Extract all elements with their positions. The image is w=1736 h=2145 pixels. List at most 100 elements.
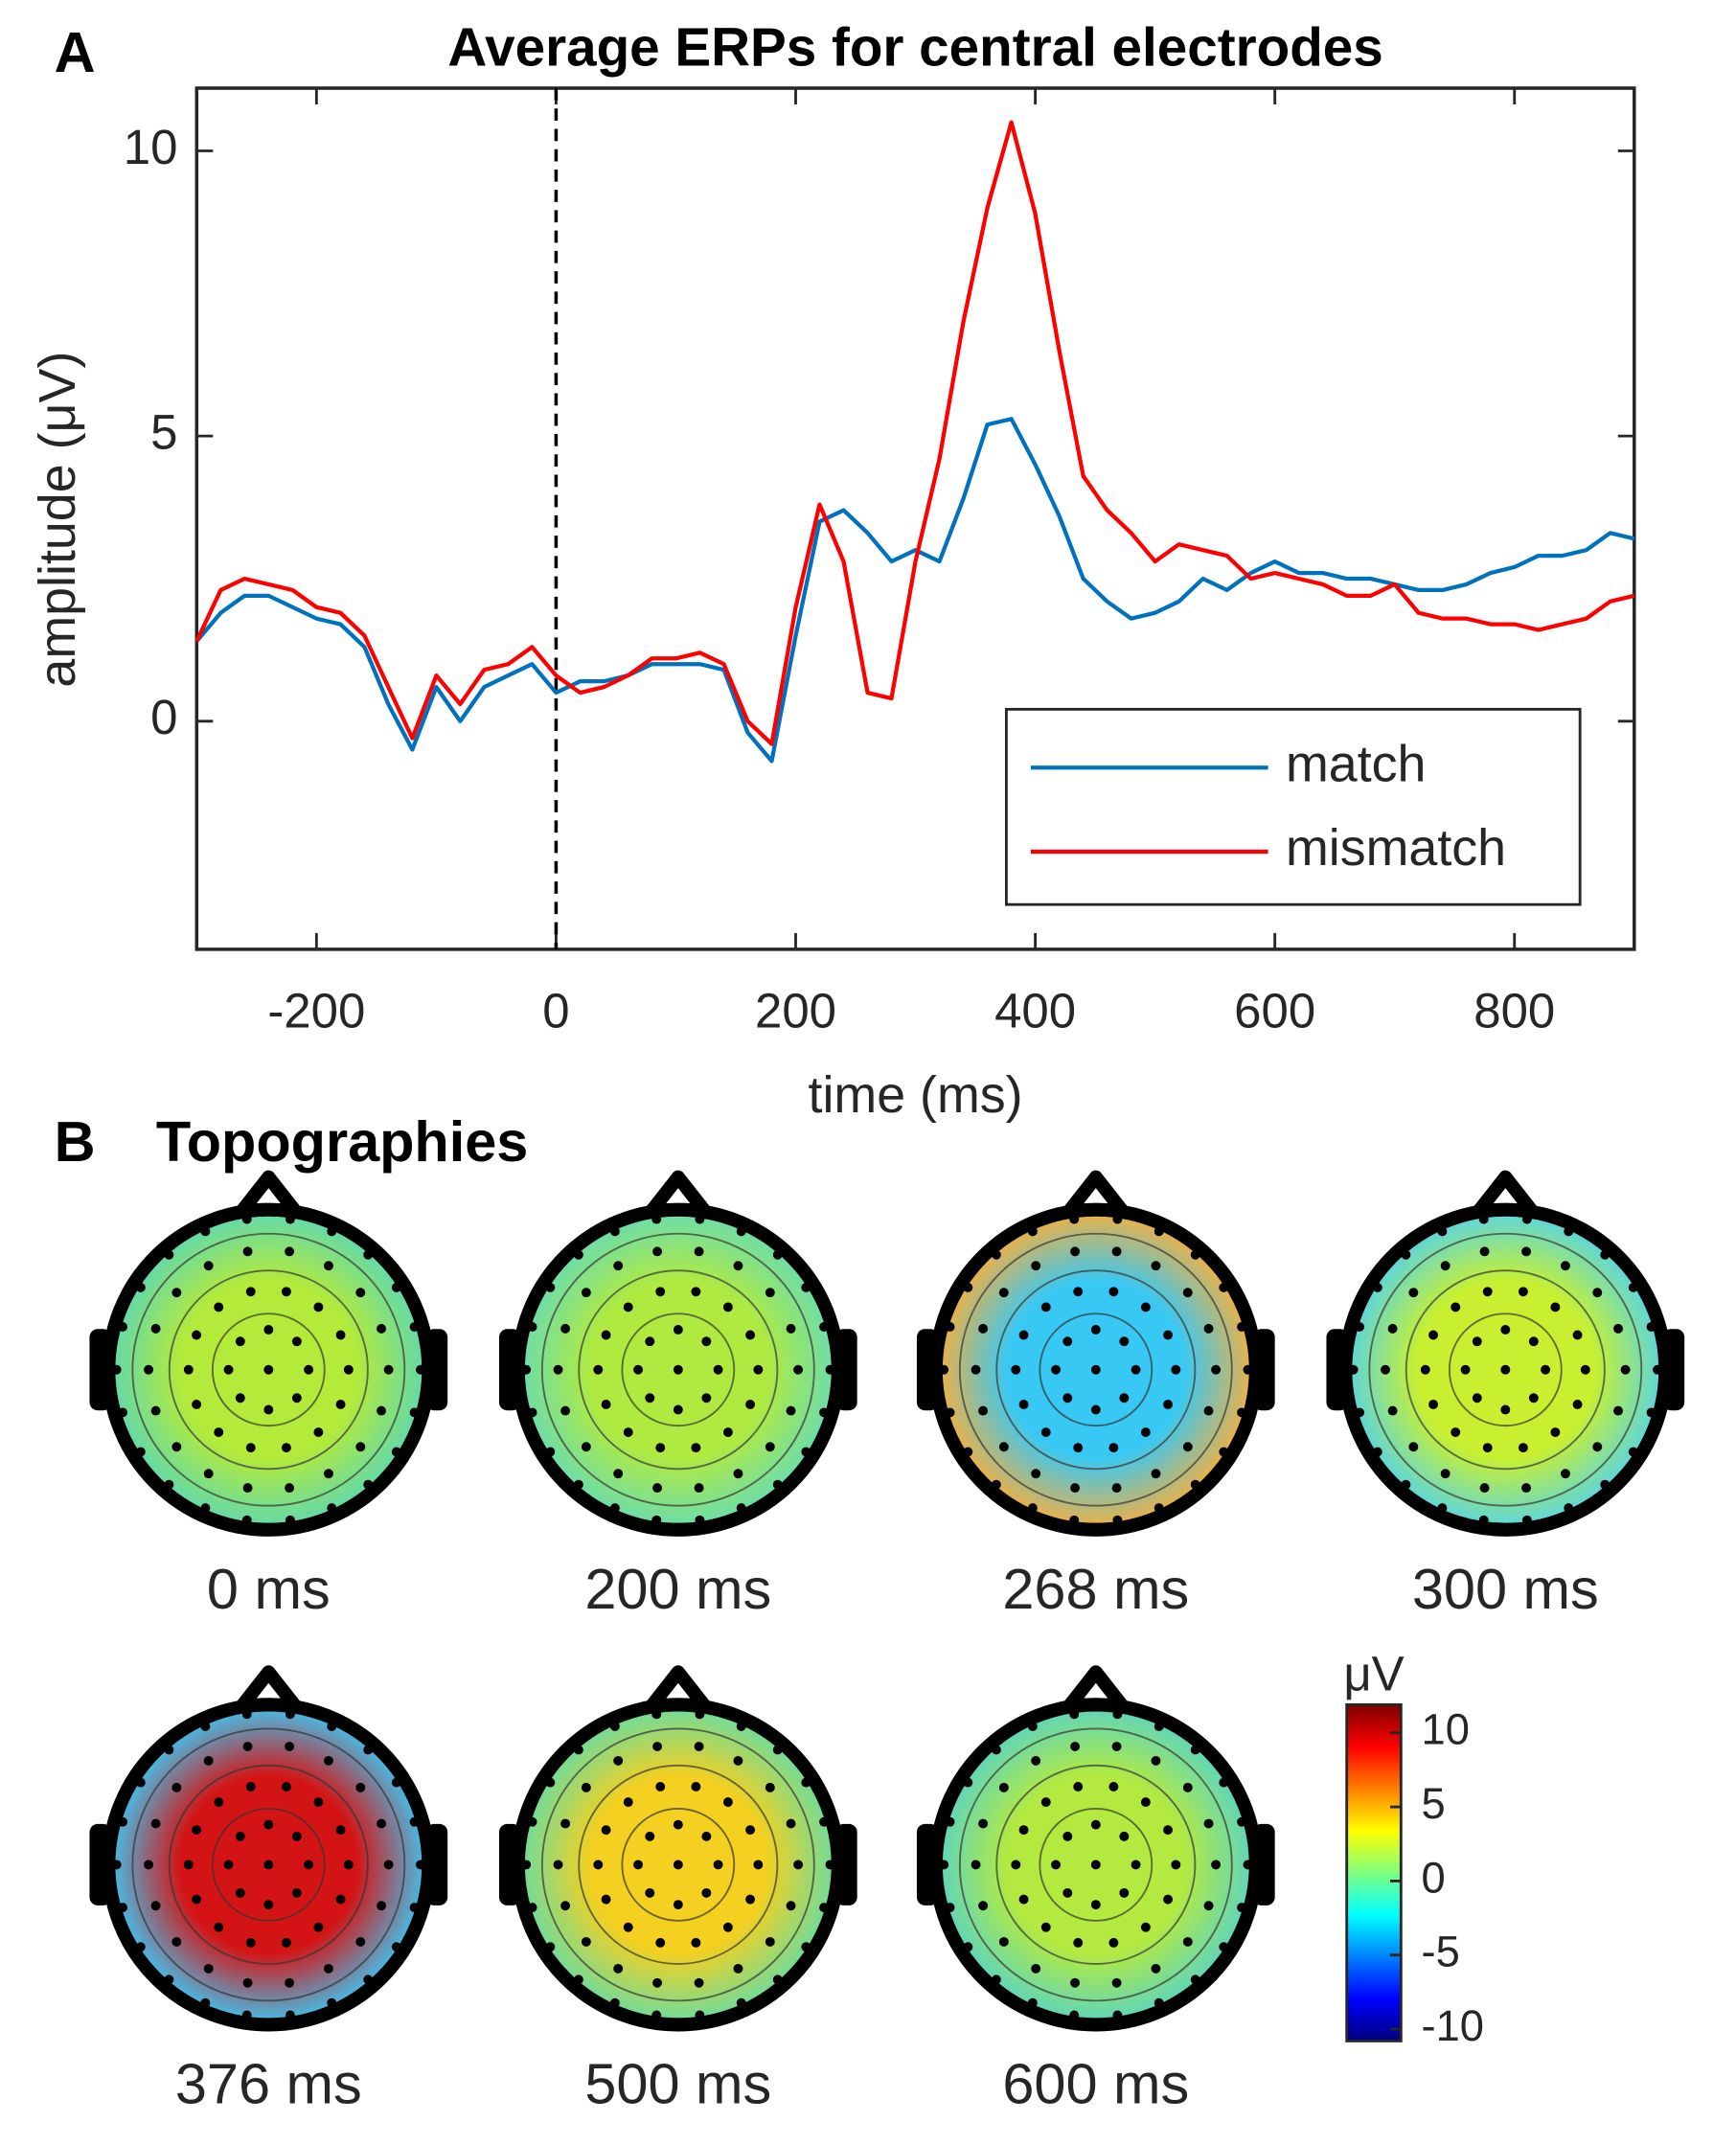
electrode xyxy=(242,1483,253,1494)
legend-label: match xyxy=(1286,735,1426,792)
chart-title: Average ERPs for central electrodes xyxy=(447,17,1382,78)
electrode xyxy=(355,1936,366,1947)
electrode xyxy=(1031,1261,1041,1271)
electrode xyxy=(722,1427,733,1437)
electrode xyxy=(673,1364,683,1375)
electrode xyxy=(383,1364,394,1375)
electrode xyxy=(263,1860,274,1870)
head-outline xyxy=(511,1202,845,1537)
electrode xyxy=(335,1894,346,1905)
electrode xyxy=(1040,1302,1051,1312)
contour xyxy=(1368,1232,1643,1507)
electrode xyxy=(753,1860,764,1870)
electrode xyxy=(1040,1922,1051,1932)
electrode xyxy=(1182,1936,1193,1947)
electrode xyxy=(171,1442,182,1452)
electrode xyxy=(150,1323,161,1334)
electrode xyxy=(745,1330,756,1340)
contour xyxy=(958,1727,1233,2002)
electrode xyxy=(1151,1755,1161,1766)
electrode xyxy=(1062,1336,1073,1347)
electrode xyxy=(377,1323,386,1334)
electrode xyxy=(765,1288,775,1298)
electrode xyxy=(1070,1977,1081,1988)
electrode xyxy=(1062,1831,1073,1841)
colorbar-tick-label: -5 xyxy=(1422,1928,1460,1976)
electrode xyxy=(192,1400,202,1409)
electrode xyxy=(722,1797,733,1808)
electrode xyxy=(1211,1860,1222,1870)
electrode xyxy=(623,1797,633,1808)
map-label: 500 ms xyxy=(584,2052,771,2116)
electrode xyxy=(786,1405,796,1416)
head-outline xyxy=(102,1698,436,2032)
x-tick-label: 200 xyxy=(755,983,836,1038)
electrode xyxy=(1450,1427,1461,1437)
electrode xyxy=(601,1330,611,1340)
electrode xyxy=(1613,1405,1623,1416)
electrode xyxy=(1528,1393,1539,1403)
head-outline xyxy=(928,1202,1263,1537)
x-tick-label: 800 xyxy=(1473,983,1555,1038)
contour xyxy=(578,1269,779,1471)
electrode xyxy=(1572,1400,1583,1409)
electrode xyxy=(1472,1393,1482,1403)
electrode xyxy=(1073,1782,1084,1791)
electrode xyxy=(291,1887,302,1898)
electrode xyxy=(1163,1330,1174,1340)
electrode xyxy=(1151,1469,1161,1479)
panel-title: Topographies xyxy=(156,1109,529,1174)
electrode xyxy=(1070,1483,1081,1494)
electrode xyxy=(1151,1261,1161,1271)
map-label: 300 ms xyxy=(1412,1557,1599,1621)
electrode xyxy=(613,1469,624,1479)
electrode xyxy=(673,1900,683,1910)
electrode xyxy=(235,1831,245,1841)
contour xyxy=(540,1727,815,2002)
electrode xyxy=(691,1937,701,1948)
electrode xyxy=(1500,1364,1511,1375)
electrode xyxy=(203,1963,214,1974)
electrode xyxy=(1070,1742,1081,1751)
electrode xyxy=(245,1443,256,1453)
electrode xyxy=(192,1330,202,1340)
electrode xyxy=(335,1400,346,1409)
electrode xyxy=(645,1887,655,1898)
map-label: 376 ms xyxy=(175,2052,362,2116)
electrode xyxy=(263,1325,274,1335)
electrode xyxy=(1592,1442,1603,1452)
electrode xyxy=(613,1261,624,1271)
electrode xyxy=(1440,1469,1450,1479)
electrode xyxy=(1031,1755,1041,1766)
electrode xyxy=(281,1443,291,1453)
electrode xyxy=(765,1936,775,1947)
electrode xyxy=(1018,1894,1029,1905)
electrode xyxy=(192,1825,202,1836)
electrode xyxy=(171,1288,182,1298)
nose xyxy=(233,1665,305,1715)
electrode xyxy=(793,1364,804,1375)
electrode xyxy=(1460,1364,1471,1375)
electrode xyxy=(623,1922,633,1932)
electrode xyxy=(1203,1323,1214,1334)
electrode xyxy=(313,1797,324,1808)
contour xyxy=(1405,1269,1606,1471)
electrode xyxy=(601,1400,611,1409)
electrode xyxy=(1031,1963,1041,1974)
contour xyxy=(578,1764,779,1965)
electrode xyxy=(1119,1336,1130,1347)
electrode xyxy=(235,1336,245,1347)
electrode xyxy=(1090,1819,1101,1830)
electrode xyxy=(291,1831,302,1841)
electrode xyxy=(214,1922,224,1932)
electrode xyxy=(733,1469,743,1479)
electrode xyxy=(978,1405,989,1416)
electrode xyxy=(343,1860,354,1870)
electrode xyxy=(1108,1287,1119,1297)
electrode xyxy=(673,1325,683,1335)
electrode xyxy=(1500,1404,1511,1415)
electrode xyxy=(1528,1336,1539,1347)
electrode xyxy=(313,1922,324,1932)
nose xyxy=(1061,1665,1131,1715)
colorbar-tick-label: 0 xyxy=(1422,1853,1446,1902)
